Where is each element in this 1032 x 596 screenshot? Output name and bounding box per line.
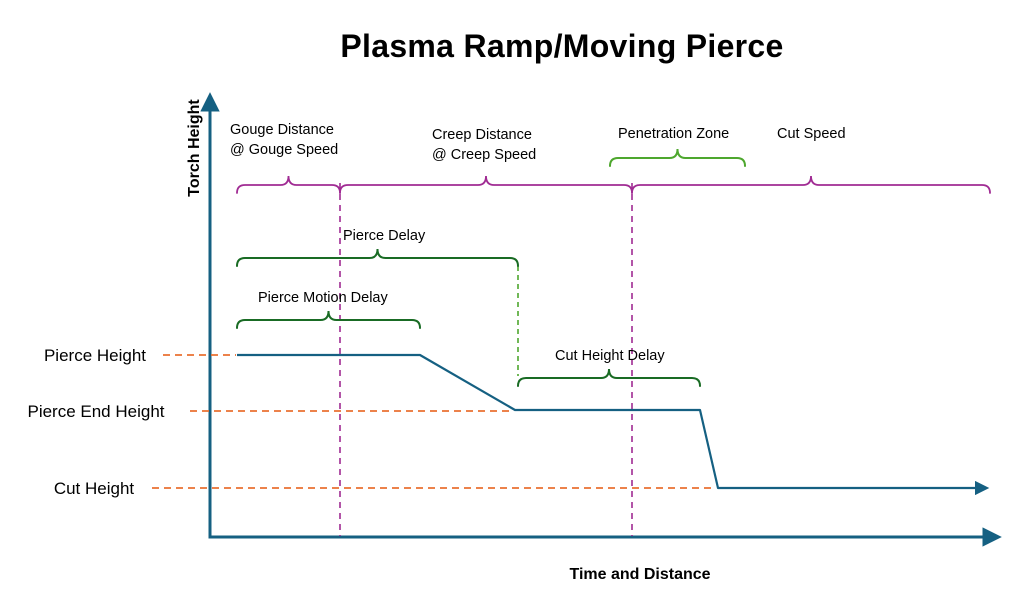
gouge-distance-label-line1: Gouge Distance: [230, 122, 334, 138]
brace-gouge-distance: [236, 175, 341, 194]
cut-height-delay-label: Cut Height Delay: [555, 348, 665, 364]
torch-height-profile-line: [237, 353, 990, 496]
brace-pierce-delay: [236, 248, 519, 267]
x-axis-label: Time and Distance: [569, 566, 710, 583]
brace-cut-height-delay: [517, 368, 701, 387]
pierce-height-label: Pierce Height: [44, 346, 146, 365]
cut-speed-label: Cut Speed: [777, 126, 846, 142]
y-axis-label: Torch Height: [186, 99, 203, 197]
brace-creep-distance: [339, 175, 633, 194]
creep-distance-label-line2: @ Creep Speed: [432, 147, 536, 163]
creep-distance-label-line1: Creep Distance: [432, 127, 532, 143]
pierce-delay-label: Pierce Delay: [343, 228, 426, 244]
pierce-end-height-label: Pierce End Height: [27, 402, 164, 421]
brace-pierce-motion-delay: [236, 310, 421, 329]
gouge-distance-label-line2: @ Gouge Speed: [230, 142, 338, 158]
cut-height-label: Cut Height: [54, 479, 135, 498]
penetration-zone-label: Penetration Zone: [618, 126, 729, 142]
brace-cut-speed: [631, 175, 991, 194]
brace-penetration-zone: [609, 148, 746, 167]
axes-lines: [200, 92, 1002, 547]
pierce-motion-delay-label: Pierce Motion Delay: [258, 290, 388, 306]
page-title: Plasma Ramp/Moving Pierce: [340, 28, 783, 64]
